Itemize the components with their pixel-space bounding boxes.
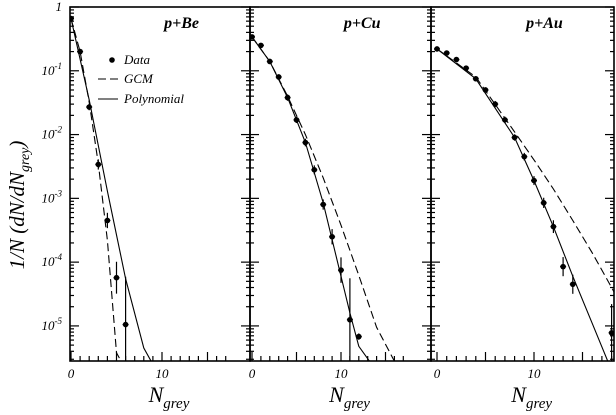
y-tick-label: 1 [56, 0, 63, 14]
data-point [443, 50, 450, 56]
polynomial-curve [70, 18, 152, 361]
x-axis-label: Ngrey [510, 382, 552, 412]
y-tick-label-exp: -2 [55, 125, 63, 135]
y-tick-label-exp: -5 [55, 316, 63, 326]
x-axis-label: Ngrey [328, 382, 370, 412]
data-point [356, 333, 362, 340]
polynomial-curve [436, 48, 609, 361]
y-tick-label: 10-5 [42, 316, 63, 333]
data-point [122, 321, 129, 328]
y-axis-label-main: 1/N (dN/dN [5, 171, 29, 269]
panel-label: p+Au [524, 15, 563, 32]
data-point [453, 56, 460, 63]
legend-label: Polynomial [123, 91, 184, 106]
panel-p-au: 0 10 p+Au Ngrey [430, 6, 615, 412]
y-axis-label-end: ) [5, 141, 29, 149]
y-tick-label: 10-4 [42, 252, 63, 269]
y-tick-label: 10-1 [42, 61, 63, 78]
gcm-curve [251, 36, 395, 361]
data-point [608, 330, 614, 336]
x-tick-label: 0 [434, 366, 441, 381]
data-point [570, 281, 576, 288]
y-tick-label-base: 10 [42, 127, 56, 142]
panel-label: p+Be [162, 15, 199, 32]
y-tick-label-base: 10 [42, 254, 56, 269]
polynomial-curve [251, 36, 370, 361]
y-tick-label-exp: -3 [55, 188, 63, 198]
panel-frame [249, 6, 432, 362]
y-axis-label-sub: grey [18, 147, 33, 172]
x-tick-label: 10 [528, 366, 542, 381]
data-point [463, 65, 469, 71]
data-point [560, 263, 566, 270]
legend-label: GCM [124, 71, 154, 86]
y-tick-label-exp: -1 [55, 61, 63, 71]
data-point [113, 274, 120, 281]
y-tick-labels: 110-110-210-310-410-5 [42, 0, 63, 333]
x-tick-label: 10 [335, 366, 349, 381]
gcm-curve [70, 18, 122, 361]
y-tick-label: 10-2 [42, 125, 63, 142]
y-tick-label-base: 1 [56, 0, 63, 14]
y-tick-label: 10-3 [42, 188, 63, 205]
x-tick-label: 10 [156, 366, 170, 381]
panel-p-cu: 0 10 p+Cu Ngrey [249, 6, 432, 412]
x-tick-label: 0 [249, 366, 256, 381]
y-tick-label-exp: -4 [55, 252, 63, 262]
legend: Data GCM Polynomial [98, 52, 184, 106]
y-axis-label-group: 1/N (dN/dNgrey) [5, 141, 33, 270]
y-tick-label-base: 10 [42, 318, 56, 333]
data-point [104, 217, 111, 224]
y-axis-label: 1/N (dN/dNgrey) [5, 141, 33, 270]
y-tick-label-base: 10 [42, 190, 56, 205]
panel-frame [430, 6, 615, 362]
legend-label: Data [123, 52, 151, 67]
y-tick-label-base: 10 [42, 63, 56, 78]
panel-p-be: 0 10 p+Be Ngrey [68, 6, 251, 412]
legend-marker-data [109, 57, 115, 63]
gcm-curve [436, 48, 614, 294]
panel-label: p+Cu [342, 15, 381, 32]
x-axis-label: Ngrey [148, 382, 190, 412]
x-tick-label: 0 [68, 366, 75, 381]
panel-frame [69, 6, 251, 362]
